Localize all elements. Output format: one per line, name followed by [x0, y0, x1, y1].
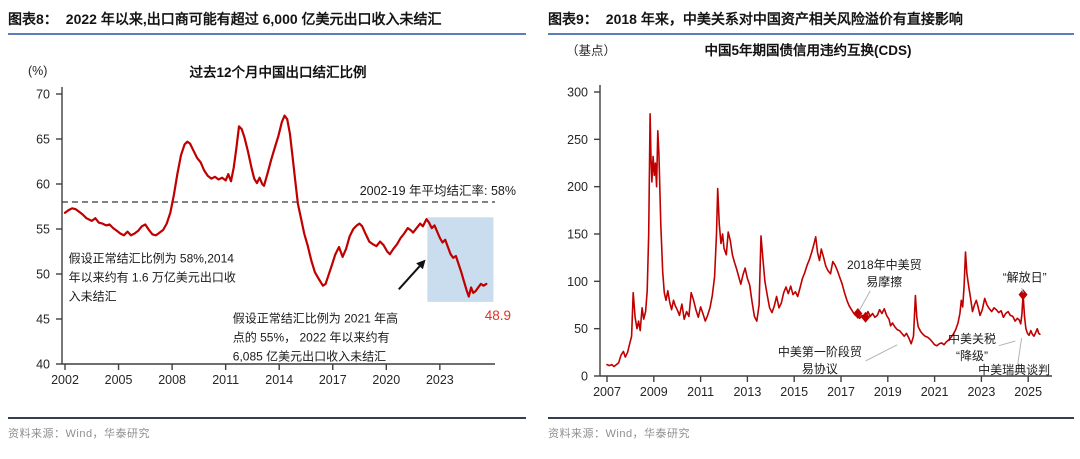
annotation-leader-line: [1021, 287, 1024, 293]
svg-text:50: 50: [36, 268, 50, 282]
svg-text:2023: 2023: [426, 373, 454, 387]
axes: [56, 87, 495, 370]
axis-unit-label: (%): [28, 64, 47, 78]
svg-text:2014: 2014: [265, 373, 293, 387]
svg-text:2023: 2023: [967, 385, 995, 399]
series-line: [63, 114, 488, 298]
svg-text:150: 150: [567, 227, 588, 241]
source-text: 资料来源：Wind，华泰研究: [548, 428, 691, 440]
annotation-leader-line: [998, 340, 1016, 347]
svg-text:2005: 2005: [105, 373, 133, 387]
svg-text:60: 60: [36, 178, 50, 192]
svg-text:70: 70: [36, 88, 50, 102]
figure-9: 图表9： 2018 年来，中美关系对中国资产相关风险溢价有直接影响 300 250 2…: [540, 0, 1080, 441]
event-diamond-marker: [1018, 289, 1028, 301]
annotation-text: 中美瑞典谈判: [978, 362, 1050, 377]
highlight-region-2022-onward: [427, 217, 494, 302]
figure-9-label: 图表9：: [548, 11, 598, 27]
y-axis-tick-labels: 70 65 60 55 50 45 40: [36, 88, 50, 372]
annotation-leader-line: [1017, 338, 1023, 365]
x-axis-tick-labels: 2002 2005 2008 2011 2014 2017 2020 2023: [51, 373, 454, 387]
svg-text:2008: 2008: [158, 373, 186, 387]
annotation-text: “解放日”: [1003, 269, 1047, 284]
svg-text:2020: 2020: [372, 373, 400, 387]
axes: [594, 85, 1052, 382]
chart-title: 中国5年期国债信用违约互换(CDS): [704, 42, 911, 58]
svg-text:2007: 2007: [593, 385, 621, 399]
axis-unit-label: （基点）: [566, 44, 616, 58]
latest-value-label: 48.9: [485, 308, 511, 323]
svg-text:2011: 2011: [687, 385, 714, 399]
annotation-text: 假设正常结汇比例为 2021 年高点的 55%， 2022 年以来约有 6,085…: [233, 311, 398, 364]
svg-text:55: 55: [36, 223, 50, 237]
svg-text:2011: 2011: [212, 373, 239, 387]
y-axis-tick-labels: 300 250 200 150 100 50 0: [567, 85, 588, 383]
annotation-text: 2018年中美贸易摩擦: [847, 257, 922, 289]
svg-text:0: 0: [581, 370, 588, 384]
x-axis-tick-labels: 2007 2009 2011 2013 2015 2017 2019 2021 2023 2025: [593, 385, 1042, 399]
figure-8-source: 资料来源：Wind，华泰研究: [8, 417, 526, 441]
svg-text:45: 45: [36, 313, 50, 327]
source-text: 资料来源：Wind，华泰研究: [8, 428, 151, 440]
figure-8: 图表8： 2022 年以来,出口商可能有超过 6,000 亿美元出口收入未结汇 2…: [0, 0, 532, 441]
annotation-leader-line: [865, 344, 898, 362]
svg-text:200: 200: [567, 180, 588, 194]
reference-line-label: 2002-19 年平均结汇率: 58%: [360, 183, 516, 198]
svg-text:65: 65: [36, 133, 50, 147]
callout-arrow: [398, 265, 421, 290]
svg-text:2017: 2017: [827, 385, 855, 399]
svg-text:2009: 2009: [640, 385, 668, 399]
figure-9-source: 资料来源：Wind，华泰研究: [548, 417, 1074, 441]
svg-text:2015: 2015: [780, 385, 808, 399]
annotation-text: 中美第一阶段贸易协议: [778, 344, 862, 376]
svg-text:100: 100: [567, 275, 588, 289]
annotation-leader-line: [859, 290, 871, 310]
svg-text:2019: 2019: [874, 385, 902, 399]
svg-text:2013: 2013: [733, 385, 761, 399]
svg-text:2002: 2002: [51, 373, 79, 387]
chart-title: 过去12个月中国出口结汇比例: [189, 64, 366, 80]
event-diamond-marker: [853, 308, 863, 320]
svg-text:2017: 2017: [319, 373, 347, 387]
svg-text:2021: 2021: [921, 385, 949, 399]
svg-text:50: 50: [574, 322, 588, 336]
svg-text:300: 300: [567, 85, 588, 99]
annotation-text: 中美关税“降级”: [948, 331, 996, 363]
callout-arrowhead: [416, 259, 426, 270]
figure-8-title: 图表8： 2022 年以来,出口商可能有超过 6,000 亿美元出口收入未结汇: [8, 10, 526, 35]
svg-text:2025: 2025: [1014, 385, 1042, 399]
svg-text:40: 40: [36, 358, 50, 372]
figure-8-label: 图表8：: [8, 11, 58, 27]
figure-8-title-text: 2022 年以来,出口商可能有超过 6,000 亿美元出口收入未结汇: [65, 11, 442, 27]
svg-text:250: 250: [567, 133, 588, 147]
event-diamond-marker: [861, 311, 871, 323]
figure-9-title-text: 2018 年来，中美关系对中国资产相关风险溢价有直接影响: [605, 11, 963, 27]
annotation-text: 假设正常结汇比例为 58%,2014 年以来约有 1.6 万亿美元出口收入未结汇: [69, 251, 236, 303]
figure-9-title: 图表9： 2018 年来，中美关系对中国资产相关风险溢价有直接影响: [548, 10, 1074, 35]
series-line: [606, 113, 1041, 368]
